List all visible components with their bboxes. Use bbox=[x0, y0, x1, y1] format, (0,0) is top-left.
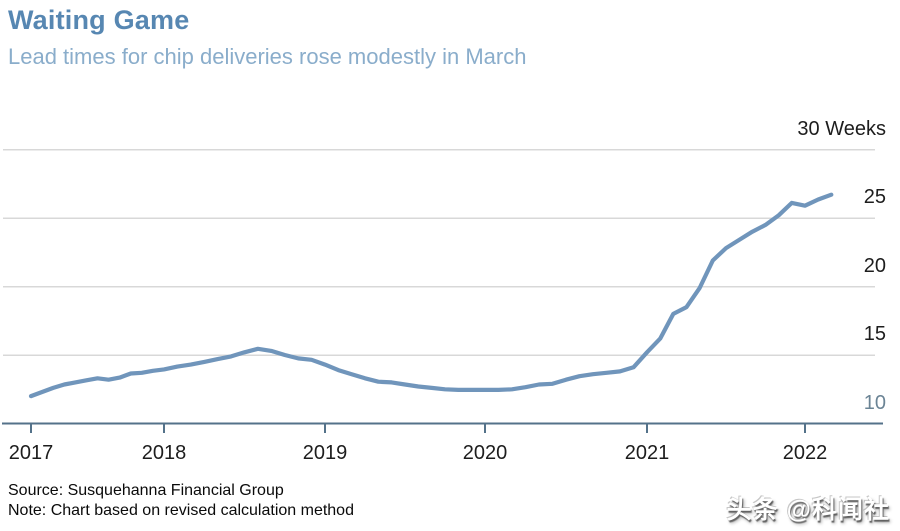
y-axis-tick-label: 25 bbox=[863, 186, 886, 208]
x-axis-tick-label: 2017 bbox=[8, 442, 54, 464]
watermark-text: 头条 @科闻社 bbox=[726, 496, 890, 524]
chart-subtitle: Lead times for chip deliveries rose mode… bbox=[8, 44, 527, 69]
chart-footer: Source: Susquehanna Financial Group Note… bbox=[8, 481, 354, 521]
y-axis-tick-label: 10 bbox=[863, 391, 886, 414]
method-note: Note: Chart based on revised calculation… bbox=[8, 502, 354, 519]
source-note: Source: Susquehanna Financial Group bbox=[8, 482, 284, 499]
chart-title: Waiting Game bbox=[8, 5, 190, 35]
y-axis-tick-label: 30 Weeks bbox=[797, 117, 886, 140]
y-axis-tick-label: 20 bbox=[863, 254, 886, 277]
x-axis-tick-label: 2018 bbox=[141, 442, 187, 464]
lead-time-line bbox=[28, 192, 834, 399]
x-axis-tick-label: 2022 bbox=[782, 442, 828, 464]
y-axis-tick-label: 15 bbox=[863, 323, 886, 345]
x-axis-tick-label: 2019 bbox=[302, 442, 348, 464]
x-axis-tick-label: 2020 bbox=[462, 442, 508, 464]
x-axis-tick-label: 2021 bbox=[624, 442, 670, 464]
